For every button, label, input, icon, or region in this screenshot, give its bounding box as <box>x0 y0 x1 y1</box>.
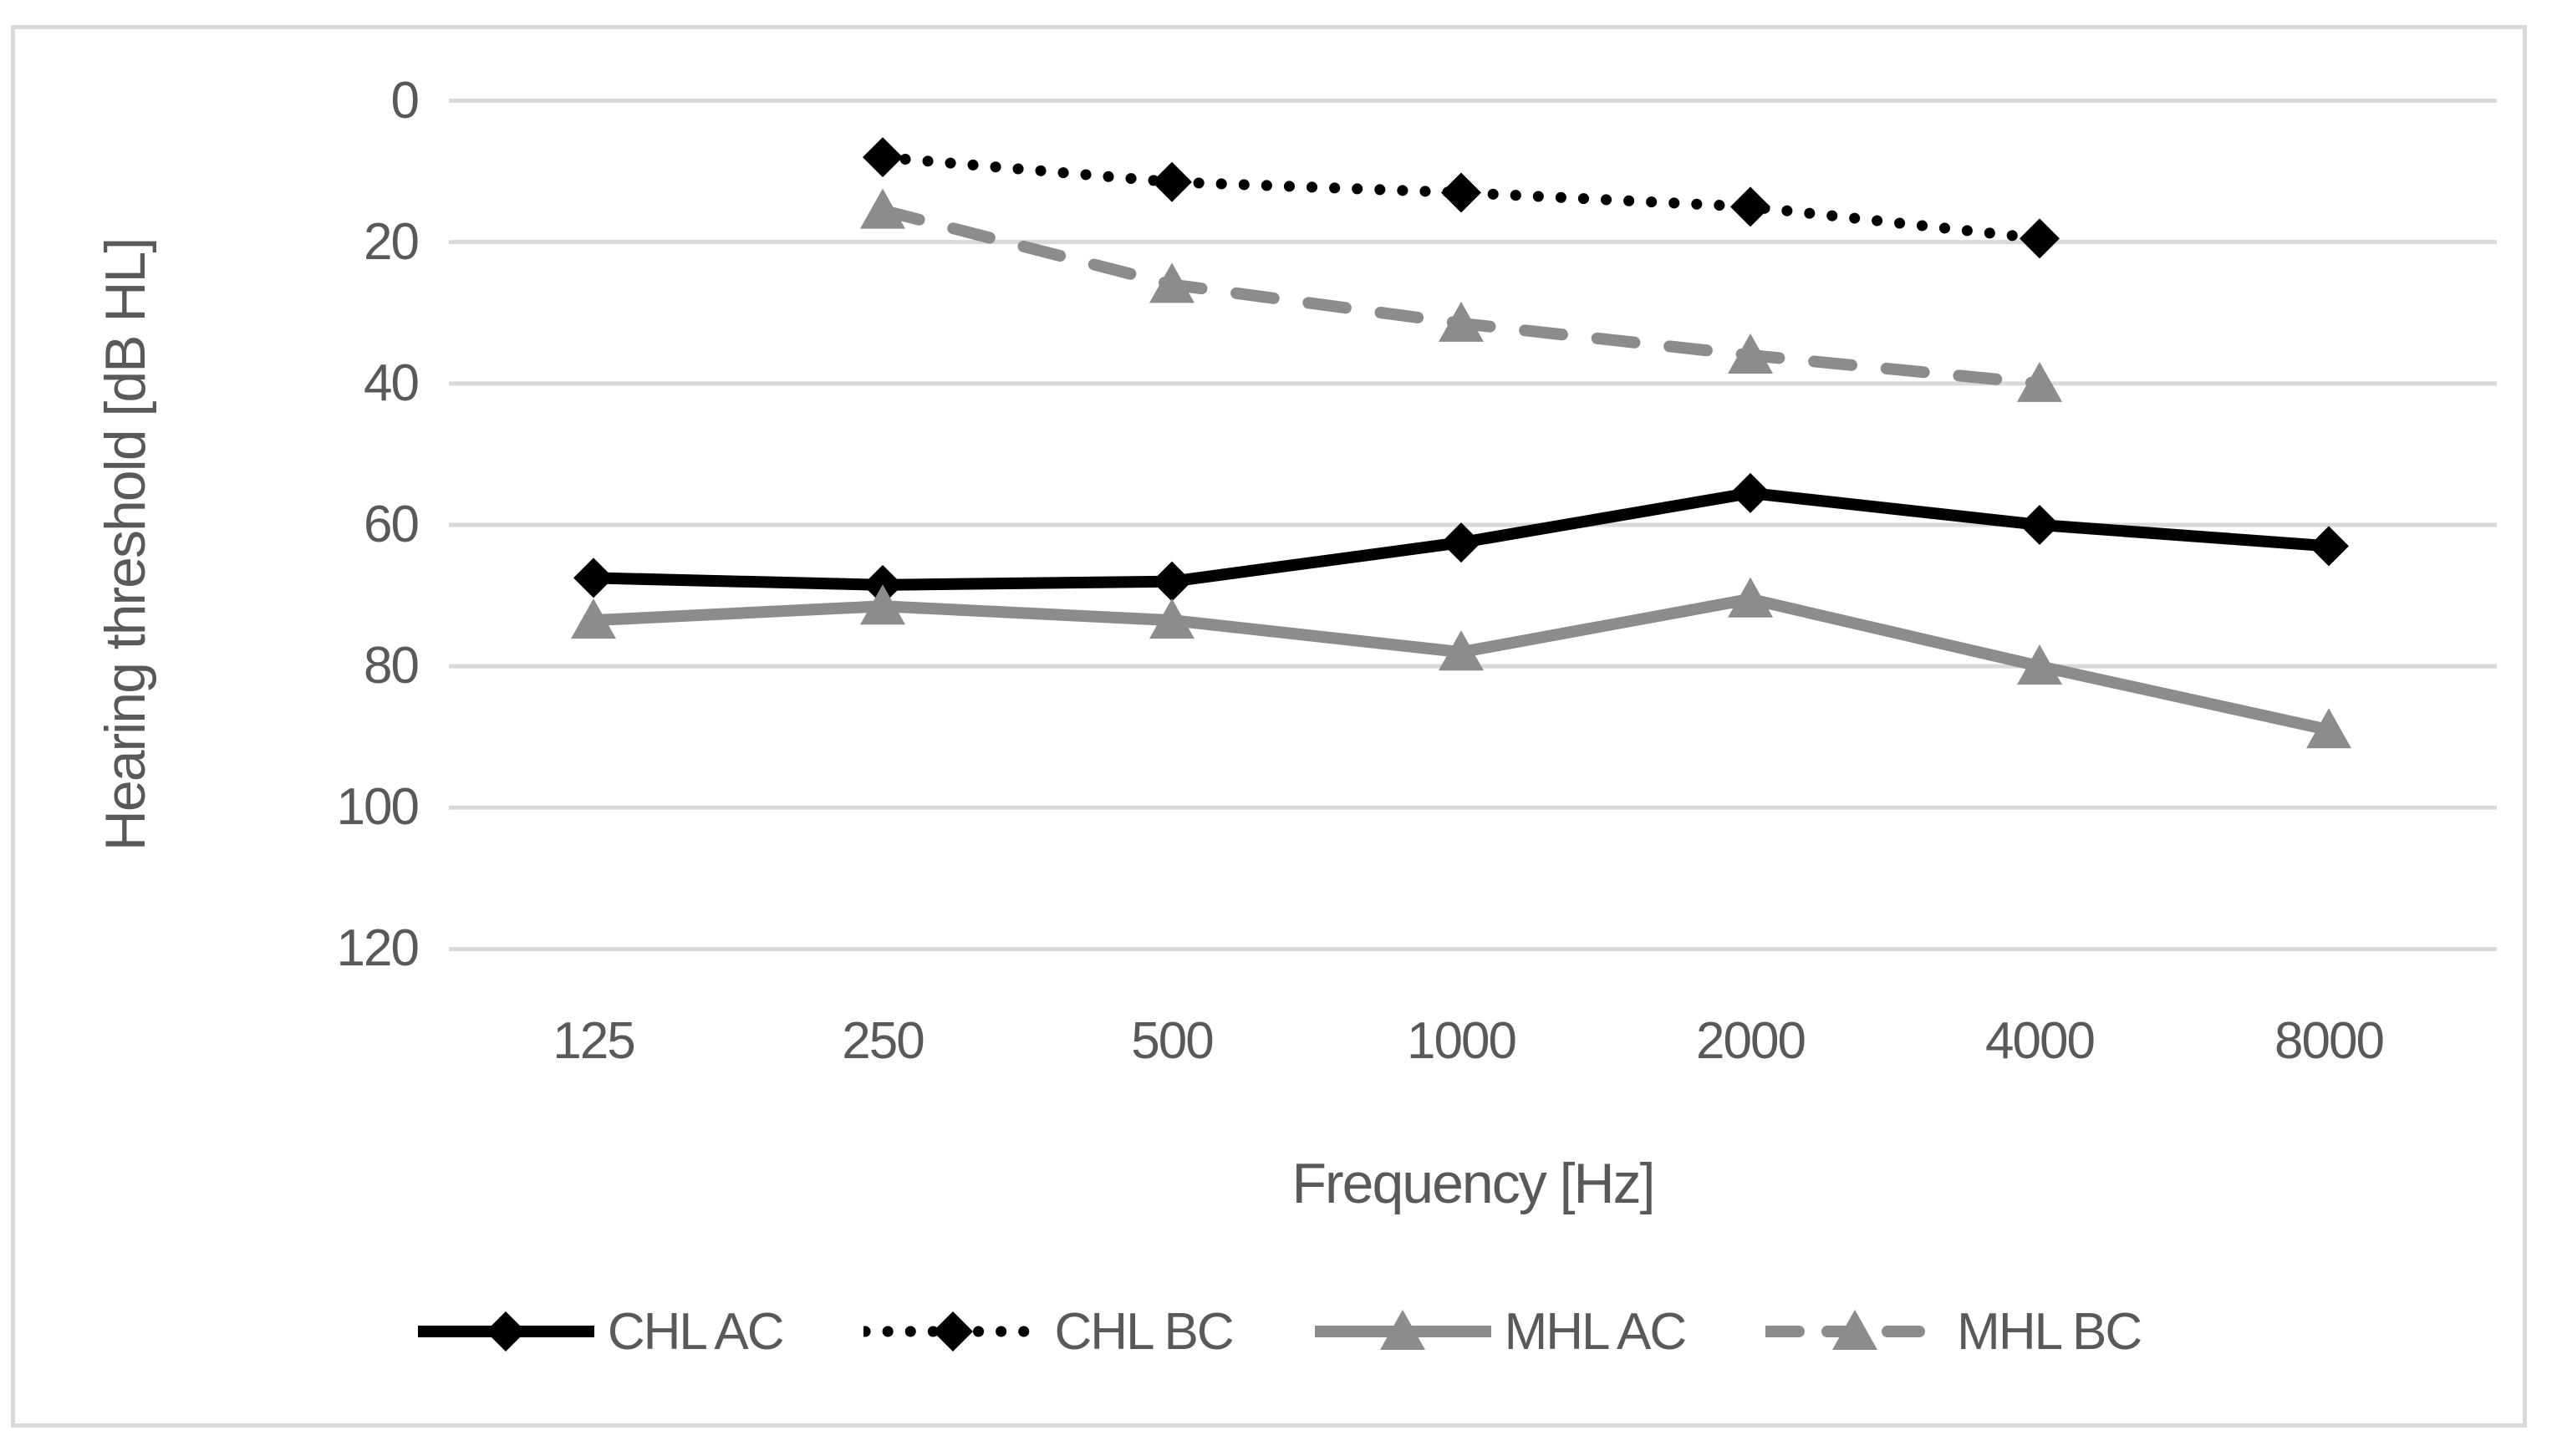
legend-label-chl-bc: CHL BC <box>1054 1302 1235 1361</box>
y-tick-label-0: 0 <box>390 71 420 130</box>
triangle-marker-mhl-ac <box>571 598 616 639</box>
legend-marker-mhl-bc <box>1765 1310 1946 1350</box>
y-tick-label-60: 60 <box>364 495 420 553</box>
triangle-marker-mhl-ac <box>2017 644 2062 685</box>
triangle-marker-mhl-ac <box>1728 577 1773 618</box>
x-tick-label-125: 125 <box>553 1012 635 1070</box>
triangle-marker-mhl-ac <box>2306 708 2351 749</box>
legend-item-mhl-ac: MHL AC <box>1313 1302 1688 1362</box>
x-tick-label-2000: 2000 <box>1696 1012 1806 1070</box>
legend-item-chl-bc: CHL BC <box>863 1302 1235 1362</box>
diamond-marker-chl-ac <box>2309 526 2349 567</box>
legend-triangle-icon <box>1832 1310 1878 1350</box>
triangle-marker-mhl-bc <box>2017 361 2062 402</box>
triangle-marker-mhl-ac <box>860 584 905 625</box>
diamond-marker-chl-bc <box>863 137 903 178</box>
x-tick-label-500: 500 <box>1131 1012 1214 1070</box>
legend-item-mhl-bc: MHL BC <box>1765 1302 2142 1362</box>
triangle-marker-mhl-ac <box>1149 598 1194 639</box>
legend-triangle-icon <box>1379 1310 1425 1350</box>
legend-label-mhl-ac: MHL AC <box>1504 1302 1688 1361</box>
x-axis-title: Frequency [Hz] <box>1291 1152 1655 1215</box>
triangle-marker-mhl-bc <box>1149 262 1194 303</box>
diamond-marker-chl-ac <box>573 557 614 598</box>
triangle-marker-mhl-ac <box>1439 630 1484 671</box>
diamond-marker-chl-ac <box>1152 561 1192 602</box>
legend-marker-mhl-ac <box>1314 1310 1491 1350</box>
series-line-mhl-bc <box>877 204 2045 389</box>
legend-marker-chl-bc <box>863 1311 1043 1352</box>
y-tick-label-40: 40 <box>364 354 420 412</box>
diamond-marker-chl-bc <box>2020 218 2060 259</box>
legend-label-chl-ac: CHL AC <box>607 1302 785 1361</box>
triangle-marker-mhl-bc <box>1728 333 1773 374</box>
legend-diamond-icon <box>932 1311 973 1352</box>
x-tick-label-250: 250 <box>842 1012 924 1070</box>
x-tick-label-1000: 1000 <box>1407 1012 1517 1070</box>
diamond-marker-chl-bc <box>1152 161 1192 202</box>
y-tick-label-80: 80 <box>364 637 420 695</box>
legend-marker-chl-ac <box>417 1311 594 1352</box>
diamond-marker-chl-bc <box>1441 172 1481 213</box>
legend-diamond-icon <box>485 1311 526 1352</box>
legend-item-chl-ac: CHL AC <box>416 1302 785 1362</box>
diamond-marker-chl-ac <box>2020 504 2060 545</box>
chart-legend: CHL AC CHL BC MHL AC MHL BC <box>0 1294 2557 1369</box>
legend-label-mhl-bc: MHL BC <box>1957 1302 2142 1361</box>
y-tick-label-120: 120 <box>336 919 420 978</box>
chart-frame-border <box>11 25 2527 1428</box>
y-tick-label-20: 20 <box>364 212 420 271</box>
diamond-marker-chl-ac <box>1730 472 1770 513</box>
triangle-marker-mhl-bc <box>1439 301 1484 342</box>
y-axis-title: Hearing threshold [dB HL] <box>94 238 157 852</box>
y-tick-label-100: 100 <box>336 778 420 837</box>
diamond-marker-chl-ac <box>1441 522 1481 563</box>
x-tick-label-4000: 4000 <box>1985 1012 2096 1070</box>
x-tick-label-8000: 8000 <box>2274 1012 2385 1070</box>
triangle-marker-mhl-bc <box>860 188 905 229</box>
diamond-marker-chl-bc <box>1730 186 1770 227</box>
